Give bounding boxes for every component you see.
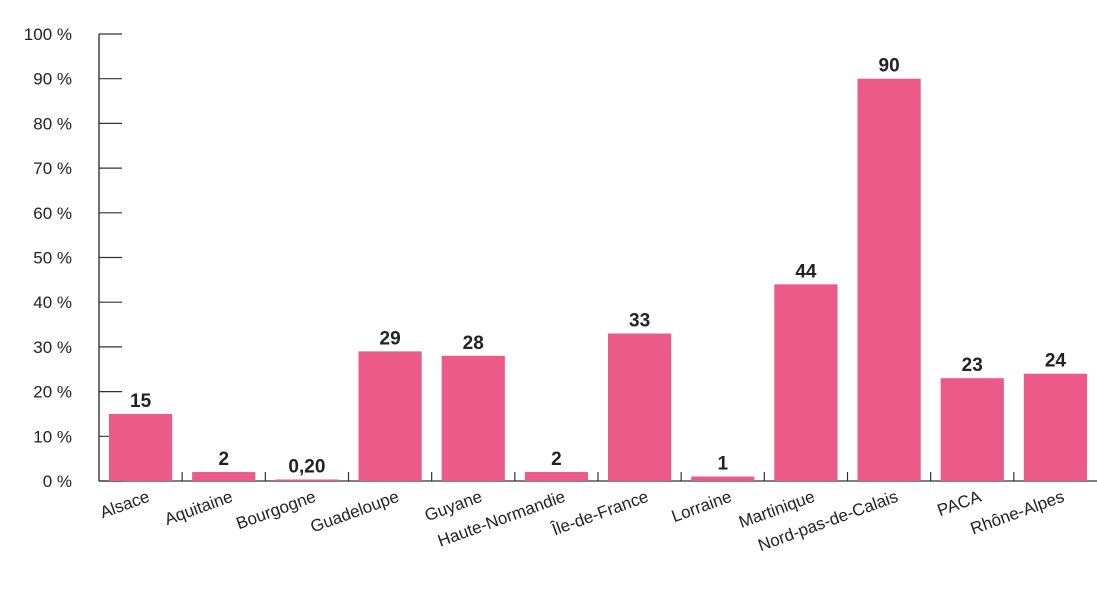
data-label: 2 (551, 449, 562, 470)
y-tick-label: 60 % (33, 204, 72, 223)
data-label: 1 (717, 454, 728, 475)
data-label: 24 (1045, 351, 1067, 372)
x-category-label: Rhône-Alpes (968, 487, 1067, 538)
bar (607, 333, 672, 481)
bars-layer (108, 78, 1088, 481)
x-category-label: Aquitaine (162, 487, 235, 529)
bar (940, 378, 1004, 481)
bar (857, 78, 921, 481)
x-category-label: Guadeloupe (308, 487, 402, 537)
x-category-label: Nord-pas-de-Calais (755, 487, 900, 555)
data-label: 90 (879, 56, 900, 77)
data-label: 2 (218, 449, 229, 470)
bar (192, 472, 256, 481)
data-label: 15 (130, 391, 152, 412)
bar (275, 479, 339, 481)
bar (441, 355, 505, 481)
bar (1023, 373, 1088, 481)
y-tick-label: 10 % (33, 427, 72, 446)
y-tick-label: 90 % (33, 70, 72, 89)
bar (108, 413, 173, 481)
y-tick-label: 70 % (33, 159, 72, 178)
data-label: 23 (962, 355, 983, 376)
x-category-label: PACA (935, 487, 984, 520)
data-label: 44 (795, 261, 817, 282)
y-tick-label: 40 % (33, 293, 72, 312)
bar (691, 476, 755, 481)
bar (774, 284, 838, 481)
y-tick-label: 0 % (43, 472, 72, 491)
x-category-label: Lorraine (669, 487, 734, 526)
data-label: 0,20 (288, 457, 325, 478)
bar (358, 351, 422, 481)
y-tick-label: 50 % (33, 249, 72, 268)
data-label: 33 (629, 310, 650, 331)
data-label: 28 (463, 333, 484, 354)
y-tick-label: 80 % (33, 114, 72, 133)
data-label: 29 (380, 328, 401, 349)
x-category-label: Bourgogne (234, 487, 319, 533)
axis-layer: 0 % 10 % 20 % 30 % 40 % 50 % 60 % 70 % 80 % 90 % 1… (24, 25, 1097, 491)
x-category-label: Alsace (97, 487, 151, 522)
bar (524, 472, 589, 481)
y-tick-label: 20 % (33, 383, 72, 402)
y-tick-label: 100 % (24, 25, 72, 44)
y-tick-label: 30 % (33, 338, 72, 357)
